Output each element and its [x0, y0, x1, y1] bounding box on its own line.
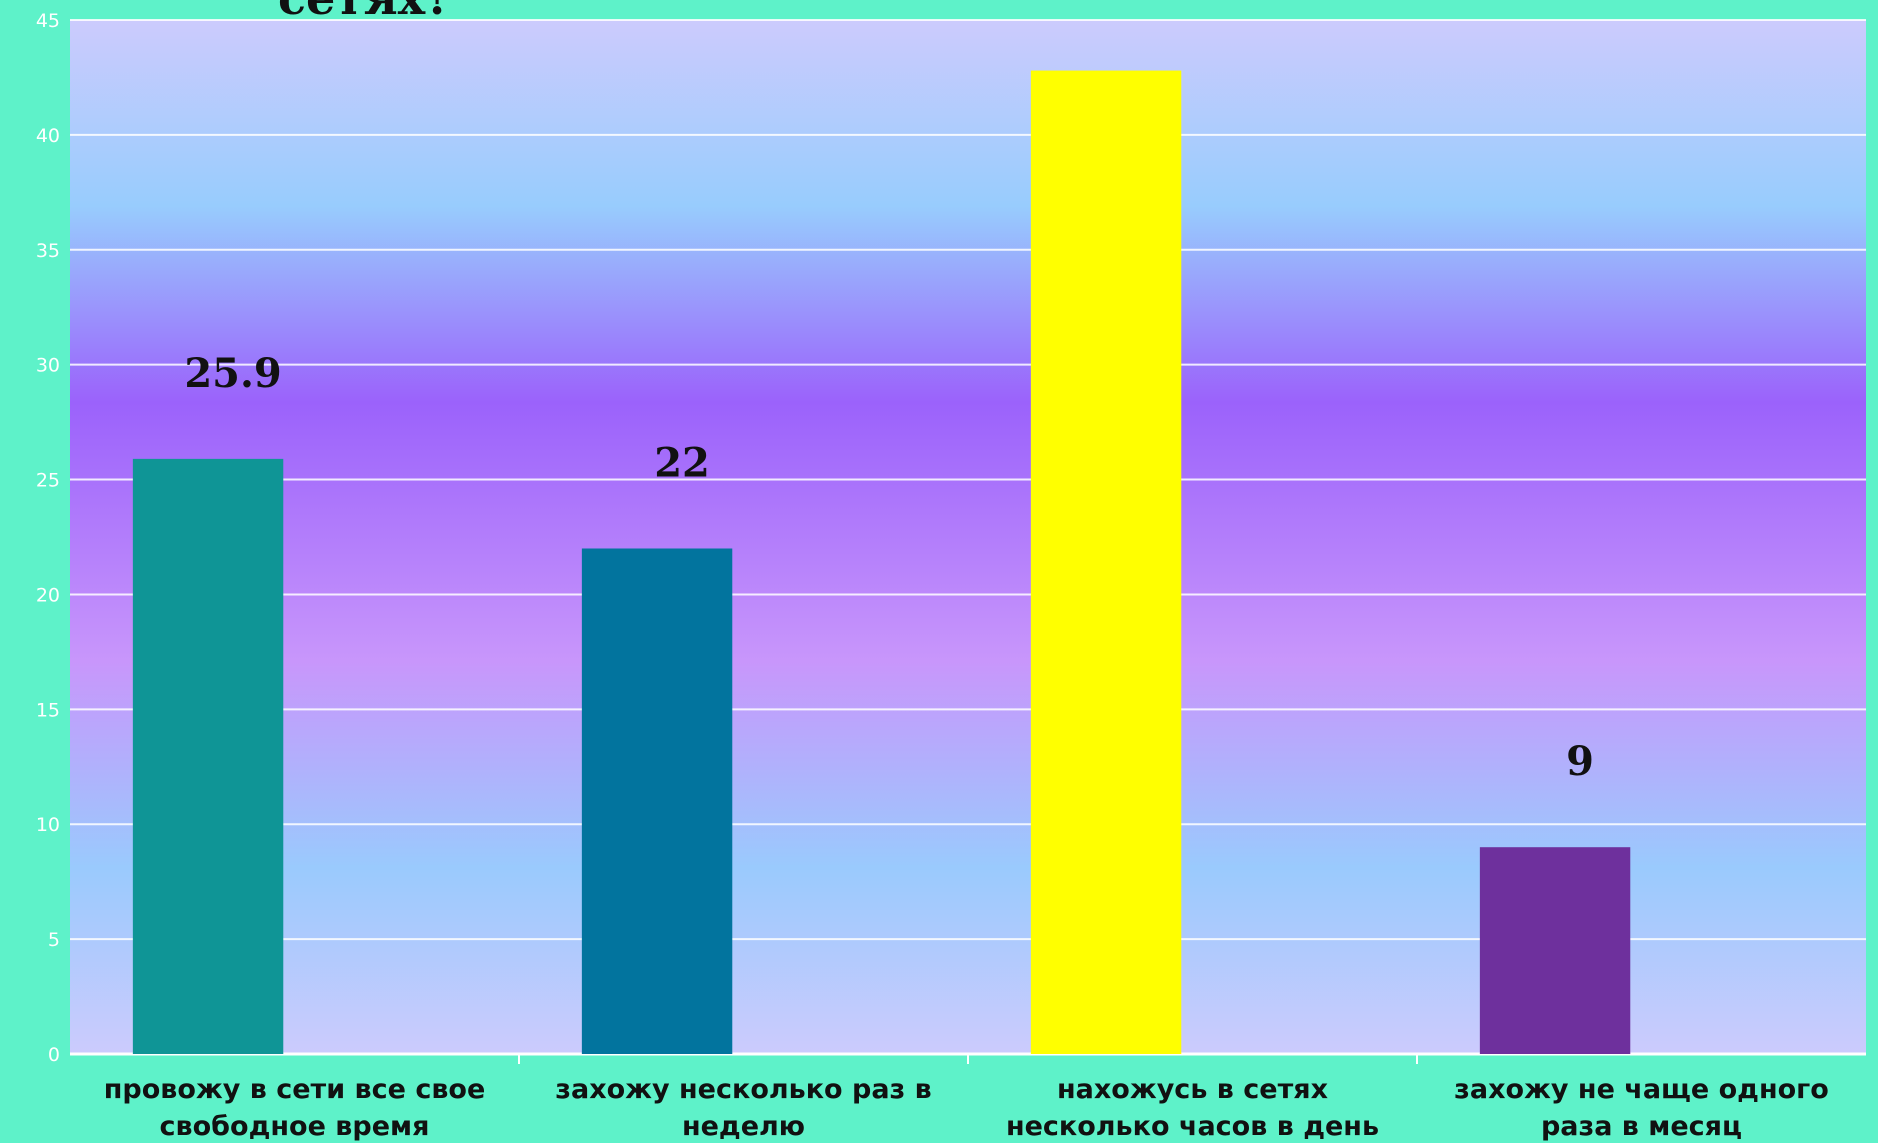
data-labels: 25.9 22 42.8 9 [184, 0, 1594, 785]
y-tick-label: 40 [36, 125, 60, 147]
y-tick-label: 30 [36, 355, 60, 377]
x-category-label: нахожусь в сетях [1057, 1074, 1328, 1105]
x-category-label: свободное время [160, 1111, 430, 1142]
y-tick-label: 45 [36, 10, 60, 32]
y-tick-label: 10 [36, 814, 60, 836]
data-label: 25.9 [184, 350, 281, 397]
data-label: 42.8 [1082, 0, 1179, 9]
bars [132, 70, 1631, 1055]
bar [1479, 847, 1631, 1054]
x-category-label: провожу в сети все свое [104, 1074, 486, 1105]
y-tick-label: 25 [36, 470, 60, 492]
x-category-label: раза в месяц [1541, 1111, 1742, 1142]
y-tick-label: 35 [36, 240, 60, 262]
y-axis-ticks: 0 5 10 15 20 25 30 35 40 45 [36, 10, 60, 1066]
x-category-label: несколько часов в день [1006, 1111, 1379, 1142]
y-tick-label: 0 [48, 1044, 60, 1066]
data-label: 22 [654, 439, 710, 486]
x-category-label: захожу несколько раз в [555, 1074, 931, 1105]
data-label: 9 [1566, 738, 1594, 785]
bar [581, 548, 733, 1054]
y-tick-label: 15 [36, 699, 60, 721]
x-axis-labels: провожу в сети все свое свободное время за… [104, 1074, 1829, 1142]
y-tick-label: 5 [48, 929, 60, 951]
bar [1030, 70, 1182, 1055]
x-category-label: захожу не чаще одного [1454, 1074, 1829, 1105]
chart-title-fragment: сетях? [278, 0, 452, 25]
bar [132, 458, 284, 1054]
x-category-label: неделю [682, 1111, 805, 1142]
y-tick-label: 20 [36, 584, 60, 606]
